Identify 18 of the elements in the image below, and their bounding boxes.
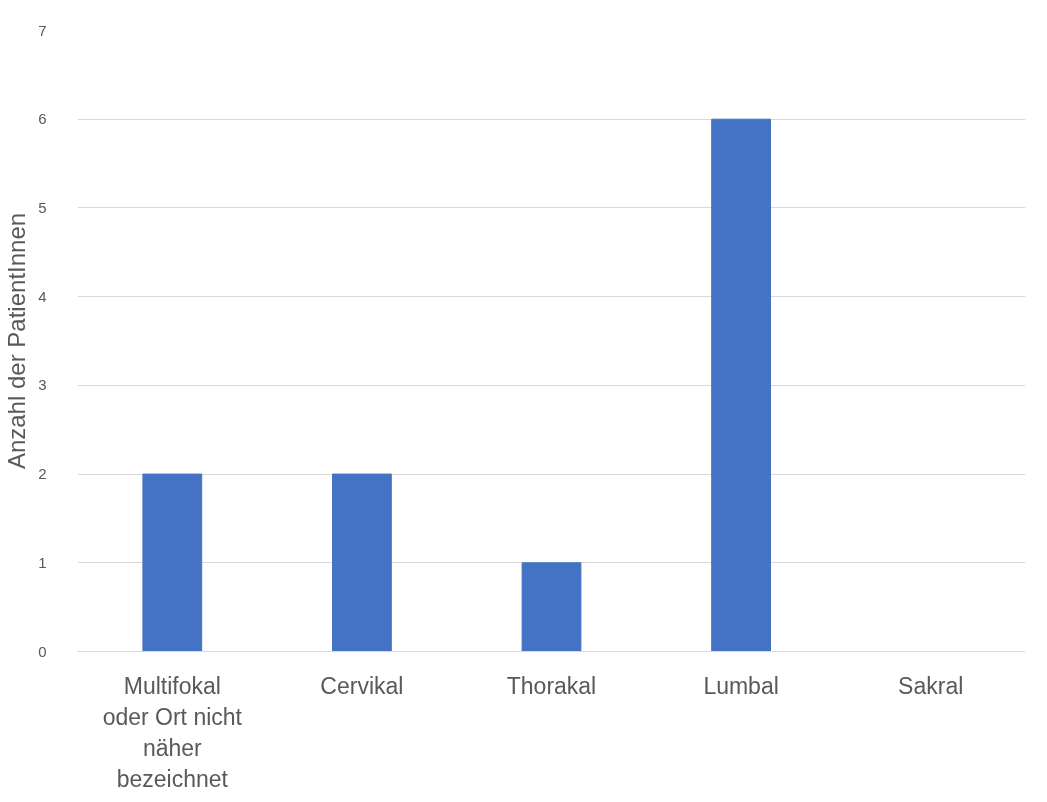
x-tick-label: Lumbal xyxy=(703,672,779,699)
y-tick-label: 6 xyxy=(38,110,47,128)
y-tick-label: 1 xyxy=(38,553,47,571)
y-tick-label: 4 xyxy=(38,287,47,305)
y-tick-label: 7 xyxy=(38,21,47,39)
x-tick-label: Multifokal oder Ort nicht näher bezeichnet xyxy=(102,672,243,793)
y-tick-label: 2 xyxy=(38,465,47,483)
x-tick-label: Cervikal xyxy=(320,672,404,699)
y-tick-label: 5 xyxy=(38,198,47,216)
y-tick-label: 3 xyxy=(38,376,47,394)
x-tick-label: Thorakal xyxy=(506,672,597,699)
x-tick-label: Sakral xyxy=(898,672,964,699)
y-tick-label: 0 xyxy=(38,642,47,660)
y-axis-title: Anzahl der PatientInnen xyxy=(3,212,31,470)
bar xyxy=(521,562,582,652)
bar xyxy=(332,473,392,652)
bar xyxy=(142,473,203,652)
bar xyxy=(711,118,771,652)
